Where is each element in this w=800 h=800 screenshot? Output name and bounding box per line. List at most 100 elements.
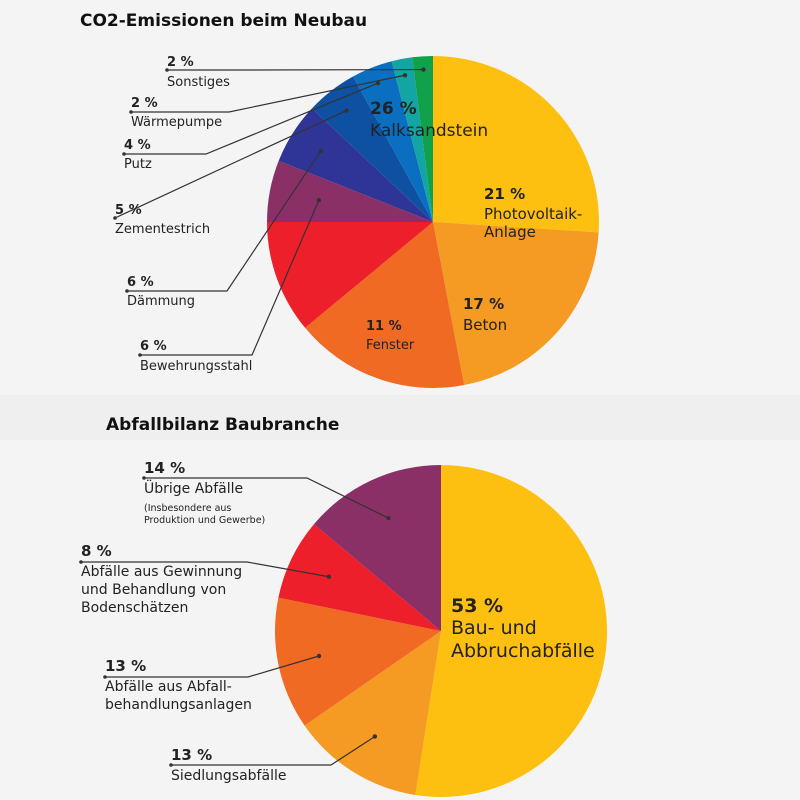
pie-slice <box>275 597 441 726</box>
slice-name-label-line: Zementestrich <box>115 222 210 237</box>
callout-line <box>127 150 322 292</box>
slice-name-label: Photovoltaik-Anlage <box>484 205 582 241</box>
callout-anchor-dot <box>326 574 332 579</box>
callout-anchor-dot <box>344 108 349 113</box>
chart-title-waste: Abfallbilanz Baubranche <box>106 415 339 435</box>
slice-name-label: Kalksandstein <box>370 121 488 141</box>
callout-end-dot <box>113 216 117 220</box>
slice-name-label-line: Dämmung <box>127 294 195 309</box>
callout-end-dot <box>122 152 126 156</box>
slice-note-line: Produktion und Gewerbe) <box>144 515 265 526</box>
slice-name-label: Fenster <box>366 338 415 353</box>
pie-slice <box>278 108 433 222</box>
slice-value-label: 21 % <box>484 185 525 203</box>
callout-anchor-dot <box>316 653 322 659</box>
slice-name-label-line: behandlungsanlagen <box>105 697 252 713</box>
callout-anchor-dot <box>375 80 381 86</box>
slice-name-label: Abfälle aus Gewinnung und Behandlung von B… <box>81 564 242 616</box>
slice-value-label: 5 % <box>115 203 142 218</box>
pie-slice <box>267 222 433 328</box>
pie-chart-co2-emissions: 26 %Kalksandstein 21 % Photovoltaik-Anlage… <box>113 55 599 388</box>
slice-note-label: (Insbesondere aus Produktion und Gewerbe) <box>144 503 265 526</box>
slice-name-label-line: Siedlungsabfälle <box>171 768 286 784</box>
slice-value-label: 26 % <box>370 99 417 119</box>
slice-name-label: Putz <box>124 157 152 172</box>
slice-name-label-line: Abfälle aus Gewinnung <box>81 564 242 580</box>
pie-slice <box>267 160 433 222</box>
slice-value-label: 6 % <box>127 275 154 290</box>
slice-name-label-line: Bau- und <box>451 617 537 639</box>
slice-value-label: 2 % <box>131 96 158 111</box>
callout-end-dot <box>142 476 146 480</box>
slice-name-label: Abfälle aus Abfall-behandlungsanlagen <box>105 679 252 713</box>
callout-end-dot <box>165 68 169 72</box>
slice-value-label: 13 % <box>171 746 212 764</box>
slice-value-label: 4 % <box>124 138 151 153</box>
chart-title-co2: CO2-Emissionen beim Neubau <box>80 11 367 31</box>
callout-line <box>124 82 379 155</box>
slice-name-label: Sonstiges <box>167 75 230 90</box>
slice-name-label-line: Kalksandstein <box>370 121 488 141</box>
pie-chart-waste-balance: 53 %Bau- und Abbruchabfälle 13 % Siedlungsa… <box>79 459 608 797</box>
slice-value-label: 8 % <box>81 542 112 560</box>
slice-name-label: Wärmepumpe <box>131 115 222 130</box>
slice-name-label-line: Bewehrungsstahl <box>140 359 252 374</box>
slice-name-label: Beton <box>463 316 507 334</box>
callout-line <box>131 74 406 113</box>
slice-value-label: 17 % <box>463 295 504 313</box>
pie-slice <box>412 56 433 222</box>
callout-end-dot <box>138 353 142 357</box>
callout-anchor-dot <box>386 515 391 521</box>
slice-name-label-line: Sonstiges <box>167 75 230 90</box>
callout-anchor-dot <box>316 198 322 203</box>
callout-line <box>144 477 389 519</box>
slice-name-label-line: Photovoltaik- <box>484 205 582 223</box>
pie-slice <box>278 524 441 631</box>
callout-anchor-dot <box>421 67 426 72</box>
callout-anchor-dot <box>402 73 408 78</box>
slice-name-label: Bau- und Abbruchabfälle <box>451 617 595 662</box>
callout-end-dot <box>79 560 83 564</box>
callout-anchor-dot <box>318 148 324 154</box>
pie-slice <box>314 465 441 631</box>
slice-name-label: Übrige Abfälle <box>144 479 243 497</box>
pie-slice <box>304 631 441 795</box>
slice-value-label: 53 % <box>451 595 503 617</box>
callout-anchor-dot <box>372 734 378 739</box>
pie-slice <box>433 56 599 233</box>
slice-name-label: Siedlungsabfälle <box>171 768 286 784</box>
callout-line <box>140 199 320 356</box>
pie-slice <box>305 222 465 388</box>
pie-slice <box>353 61 433 222</box>
slice-name-label-line: Bodenschätzen <box>81 600 188 616</box>
pie-slice <box>415 464 608 797</box>
callout-line <box>114 109 347 219</box>
slice-name-label-line: Fenster <box>366 338 415 353</box>
callout-line <box>171 735 376 766</box>
callout-end-dot <box>125 289 129 293</box>
callout-line <box>81 561 330 578</box>
slice-value-label: 11 % <box>366 319 402 334</box>
slice-value-label: 13 % <box>105 657 146 675</box>
slice-name-label-line: Abbruchabfälle <box>451 640 595 662</box>
callout-end-dot <box>129 110 133 114</box>
slice-name-label-line: Beton <box>463 316 507 334</box>
pie-slice <box>391 57 433 222</box>
slice-value-label: 2 % <box>167 55 194 70</box>
slice-name-label-line: und Behandlung von <box>81 582 226 598</box>
slice-name-label-line: Putz <box>124 157 152 172</box>
callout-line <box>105 655 320 678</box>
slice-value-label: 14 % <box>144 459 185 477</box>
slice-name-label: Bewehrungsstahl <box>140 359 252 374</box>
slice-name-label-line: Abfälle aus Abfall- <box>105 679 232 695</box>
slice-name-label-line: Wärmepumpe <box>131 115 222 130</box>
slice-note-line: (Insbesondere aus <box>144 503 231 514</box>
pie-slice <box>433 222 599 386</box>
slice-name-label-line: Anlage <box>484 223 536 241</box>
callout-end-dot <box>169 763 173 767</box>
slice-name-label: Dämmung <box>127 294 195 309</box>
callout-end-dot <box>103 675 107 679</box>
slice-value-label: 6 % <box>140 339 167 354</box>
slice-name-label-line: Übrige Abfälle <box>144 479 243 497</box>
